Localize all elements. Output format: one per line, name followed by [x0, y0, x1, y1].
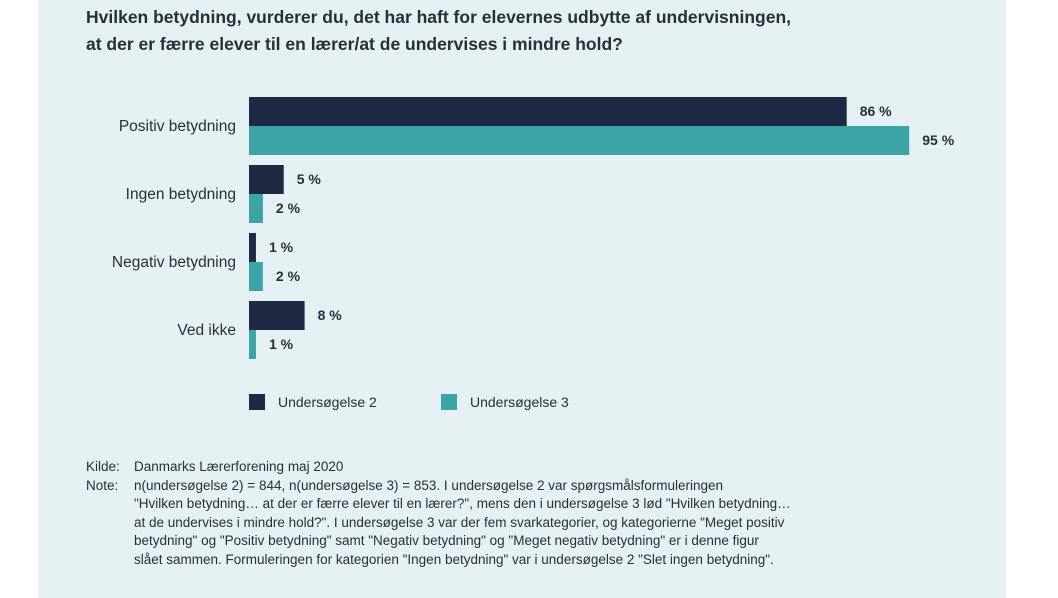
- category-label: Ved ikke: [177, 322, 236, 339]
- bar-series-2: [249, 194, 263, 223]
- legend-label-series-2: Undersøgelse 3: [470, 394, 569, 410]
- note-line: n(undersøgelse 2) = 844, n(undersøgelse …: [134, 477, 724, 493]
- data-label: 5 %: [297, 171, 322, 187]
- data-label: 86 %: [860, 103, 892, 119]
- bar-chart: Positiv betydning 86 % 95 % Ingen betydning…: [112, 97, 955, 359]
- title-line-2: at der er færre elever til en lærer/at d…: [86, 34, 623, 54]
- bar-series-1: [249, 97, 847, 126]
- category-label: Negativ betydning: [112, 254, 236, 271]
- data-label: 1 %: [269, 336, 294, 352]
- source-text: Danmarks Lærerforening maj 2020: [134, 459, 344, 474]
- note-line: slået sammen. Formuleringen for kategori…: [134, 551, 774, 567]
- note-key: Note:: [86, 477, 119, 493]
- title-line-1: Hvilken betydning, vurderer du, det har …: [86, 7, 791, 27]
- source-row: Kilde: Danmarks Lærerforening maj 2020: [86, 458, 1006, 477]
- chart-title: Hvilken betydning, vurderer du, det har …: [86, 4, 986, 58]
- bar-series-2: [249, 262, 263, 291]
- data-label: 1 %: [269, 239, 294, 255]
- source-key: Kilde:: [86, 459, 120, 474]
- category-label: Ingen betydning: [126, 186, 236, 203]
- legend-label-series-1: Undersøgelse 2: [278, 394, 377, 410]
- bar-series-2: [249, 126, 910, 155]
- legend-item-series-1: Undersøgelse 2: [249, 393, 377, 411]
- note-text: n(undersøgelse 2) = 844, n(undersøgelse …: [134, 477, 1006, 570]
- data-label: 95 %: [922, 132, 954, 148]
- chart-notes: Kilde: Danmarks Lærerforening maj 2020 N…: [86, 458, 1006, 569]
- note-line: betydning" og "Positiv betydning" samt "…: [134, 533, 759, 548]
- legend-item-series-2: Undersøgelse 3: [441, 393, 569, 411]
- category-label: Positiv betydning: [119, 118, 236, 135]
- note-line: at de undervises i mindre hold?". I unde…: [134, 514, 785, 530]
- bar-series-1: [249, 165, 284, 194]
- bar-series-1: [249, 301, 305, 330]
- data-label: 2 %: [276, 200, 301, 216]
- data-label: 8 %: [318, 307, 343, 323]
- note-row: Note: n(undersøgelse 2) = 844, n(undersø…: [86, 477, 1006, 570]
- data-label: 2 %: [276, 268, 301, 284]
- bar-series-2: [249, 330, 256, 359]
- bar-series-1: [249, 233, 256, 262]
- note-line: "Hvilken betydning… at der er færre elev…: [134, 496, 791, 511]
- legend-swatch-series-2: [441, 394, 457, 410]
- legend-swatch-series-1: [249, 394, 265, 410]
